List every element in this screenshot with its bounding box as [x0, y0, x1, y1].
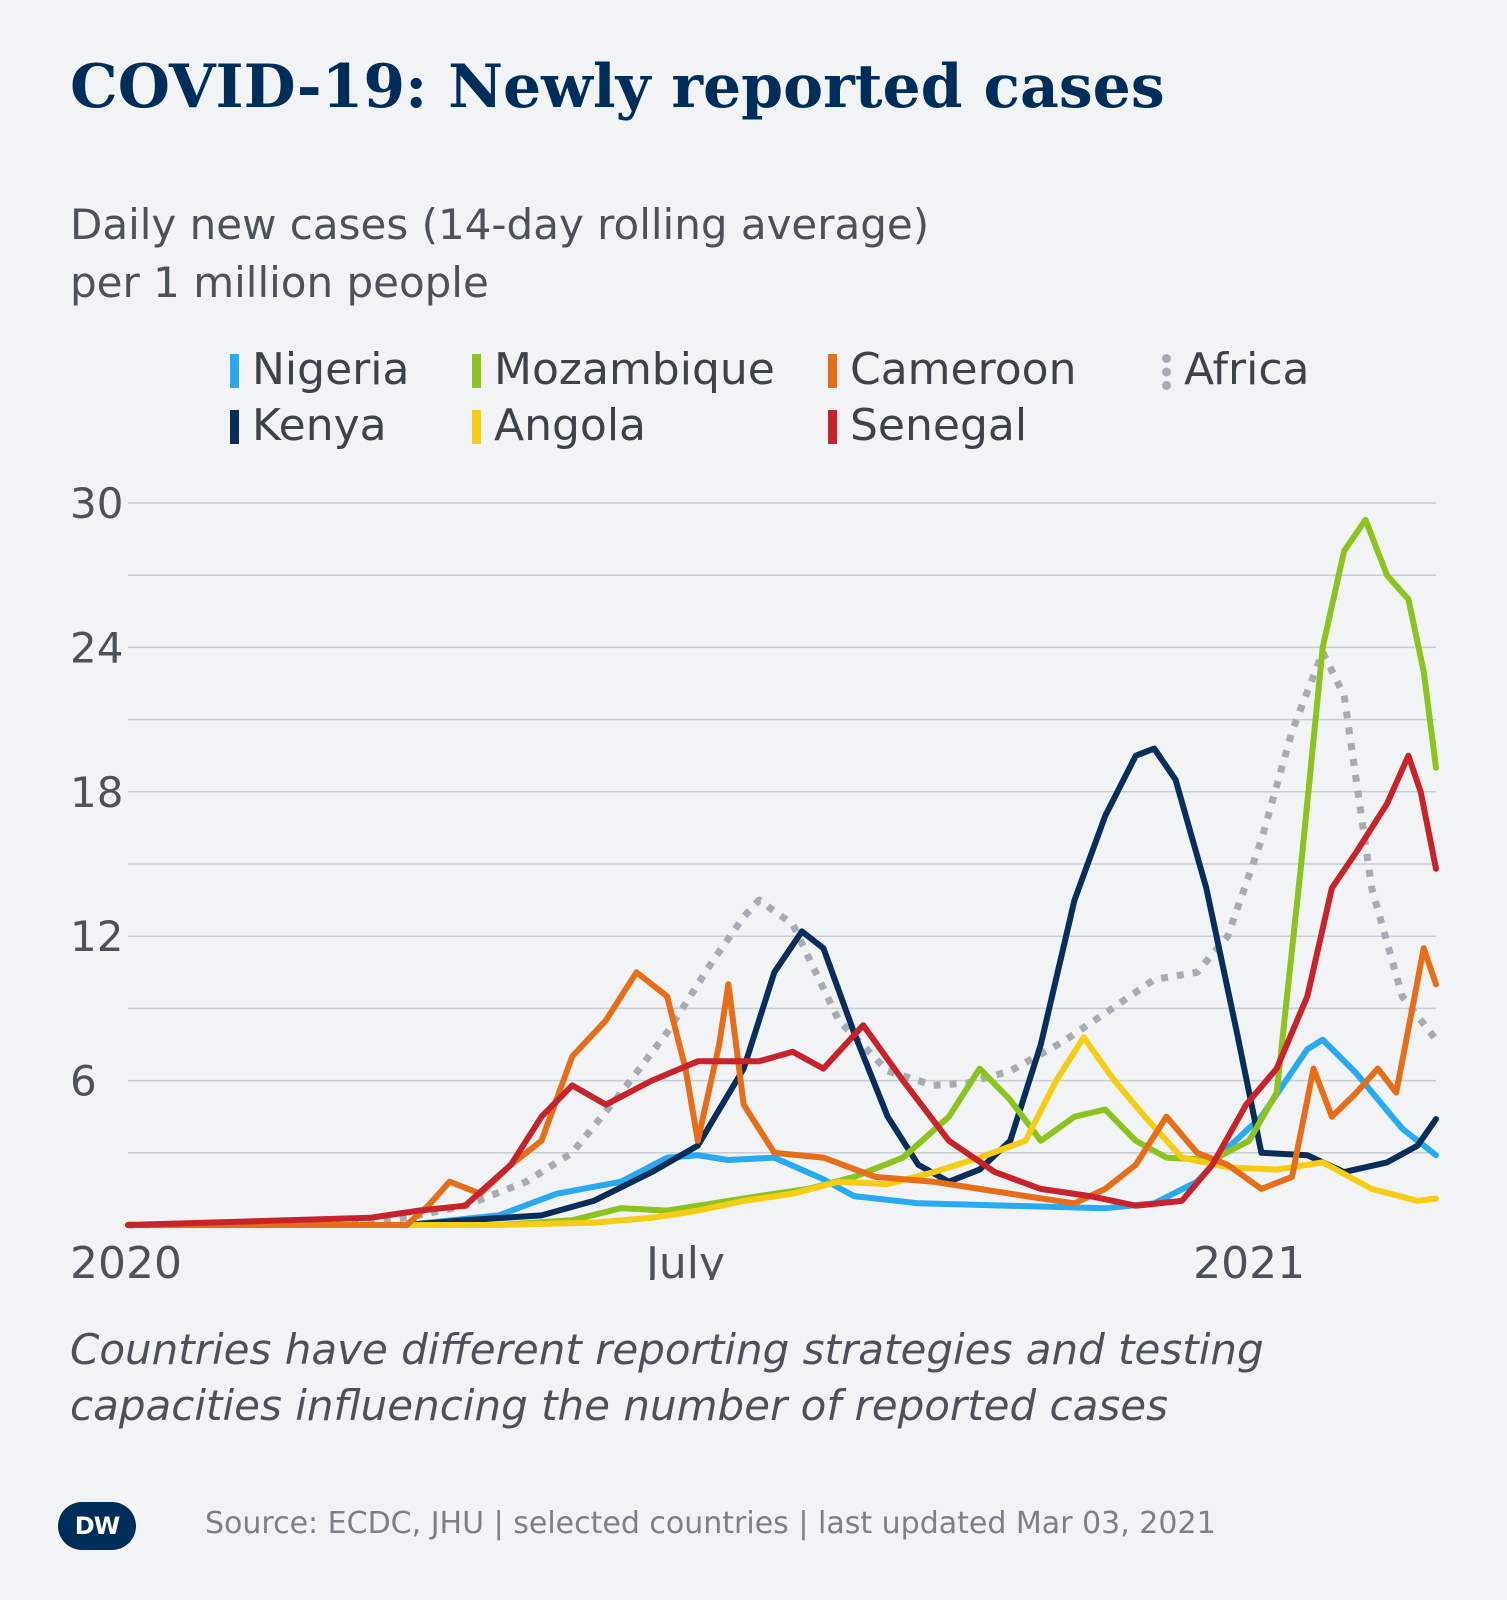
legend-swatch-africa	[1162, 354, 1171, 390]
legend-item-senegal: Senegal	[828, 400, 1028, 452]
legend-swatch-mozambique	[472, 354, 481, 388]
y-axis-ticks: 6 12 18 24 30	[70, 479, 123, 1106]
x-tick-label: July	[643, 1238, 725, 1280]
footnote-line-1: Countries have different reporting strat…	[70, 1325, 1264, 1374]
subtitle-line-2: per 1 million people	[70, 258, 489, 307]
legend-label-kenya: Kenya	[252, 400, 387, 451]
y-tick-label: 6	[70, 1057, 97, 1106]
series-line-nigeria	[125, 1036, 1439, 1228]
series-lines	[125, 516, 1439, 1229]
legend-swatch-nigeria	[230, 354, 239, 388]
series-line-angola	[125, 1034, 1439, 1228]
legend-item-mozambique: Mozambique	[472, 344, 775, 396]
chart-subtitle: Daily new cases (14-day rolling average)…	[70, 196, 929, 312]
footnote-line-2: capacities influencing the number of rep…	[70, 1381, 1168, 1430]
legend-label-nigeria: Nigeria	[252, 344, 410, 395]
x-tick-label: 2021	[1193, 1238, 1305, 1280]
legend-item-kenya: Kenya	[230, 400, 387, 452]
legend-label-cameroon: Cameroon	[850, 344, 1077, 395]
x-axis-ticks: 2020 July 2021	[70, 1238, 1305, 1280]
legend-swatch-angola	[472, 410, 481, 444]
y-tick-label: 24	[70, 623, 123, 672]
legend-swatch-kenya	[230, 410, 239, 444]
legend-label-angola: Angola	[494, 400, 647, 451]
series-line-mozambique	[125, 516, 1439, 1228]
legend-item-angola: Angola	[472, 400, 647, 452]
gridlines	[128, 502, 1436, 1154]
subtitle-line-1: Daily new cases (14-day rolling average)	[70, 200, 930, 249]
series-line-senegal	[125, 752, 1439, 1228]
dw-logo: DW	[58, 1502, 136, 1550]
x-tick-label: 2020	[70, 1238, 182, 1280]
legend-swatch-senegal	[828, 410, 837, 444]
legend-label-senegal: Senegal	[850, 400, 1028, 451]
y-tick-label: 12	[70, 912, 123, 961]
chart-footnote: Countries have different reporting strat…	[70, 1322, 1264, 1434]
source-note: Source: ECDC, JHU | selected countries |…	[205, 1506, 1216, 1541]
legend-swatch-cameroon	[828, 354, 837, 388]
series-line-kenya	[125, 745, 1439, 1228]
series-line-cameroon	[125, 945, 1439, 1228]
legend-item-nigeria: Nigeria	[230, 344, 410, 396]
legend-label-africa: Africa	[1184, 344, 1310, 395]
y-tick-label: 30	[70, 479, 123, 528]
y-tick-label: 18	[70, 768, 123, 817]
legend-item-africa: Africa	[1162, 344, 1310, 396]
legend-item-cameroon: Cameroon	[828, 344, 1077, 396]
line-chart: 6 12 18 24 30 2020 July 2021	[70, 479, 1439, 1280]
legend-label-mozambique: Mozambique	[494, 344, 775, 395]
series-line-africa	[127, 648, 1439, 1229]
chart-title: COVID-19: Newly reported cases	[70, 52, 1165, 122]
